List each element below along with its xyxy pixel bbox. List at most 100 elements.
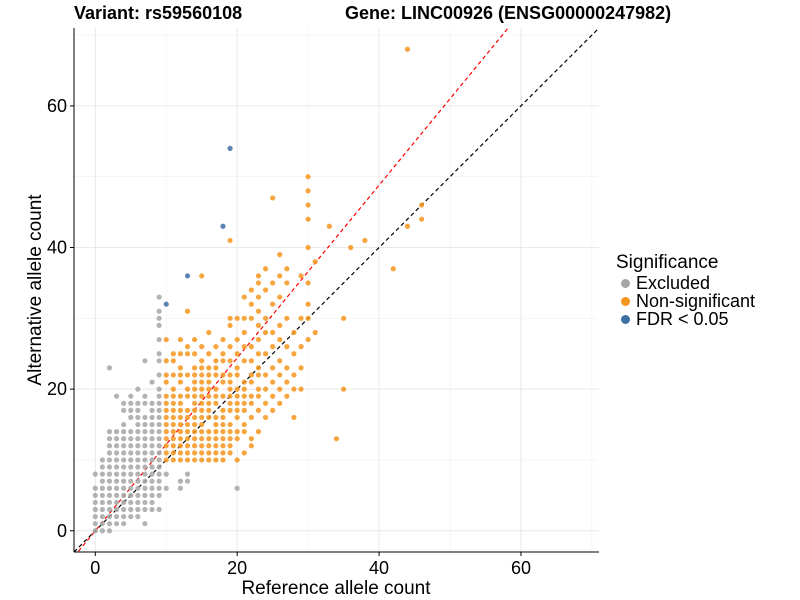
data-point [220, 443, 226, 449]
data-point [142, 443, 148, 449]
data-point [234, 414, 240, 421]
data-point [99, 471, 105, 477]
data-point [206, 400, 212, 406]
data-point [156, 393, 162, 399]
data-point [113, 478, 120, 484]
data-point [163, 400, 169, 406]
data-point [213, 450, 219, 456]
legend-item-fdr: FDR < 0.05 [616, 309, 755, 329]
data-point [248, 414, 254, 421]
data-point [262, 266, 269, 272]
data-point [163, 421, 169, 428]
data-point [206, 443, 212, 449]
data-point [404, 46, 411, 52]
data-point [213, 436, 219, 442]
data-point [262, 315, 269, 321]
data-point [206, 365, 212, 371]
data-point [248, 372, 254, 378]
data-point [192, 421, 198, 428]
data-point [184, 429, 191, 435]
data-point [113, 450, 120, 456]
data-point [199, 386, 205, 392]
data-point [234, 365, 240, 371]
data-point [227, 407, 233, 413]
data-point [227, 379, 233, 385]
data-point [199, 273, 205, 279]
data-point [128, 478, 134, 484]
data-point [192, 372, 198, 378]
data-point [305, 280, 311, 286]
data-point [220, 393, 226, 399]
data-point [262, 287, 269, 293]
data-point [270, 365, 276, 371]
data-point [305, 244, 311, 251]
data-point [156, 407, 162, 413]
data-point [270, 329, 276, 336]
data-point [142, 464, 148, 470]
data-point [177, 407, 184, 413]
data-point [213, 429, 219, 435]
y-tick-label: 60 [47, 96, 67, 116]
data-point [241, 407, 247, 413]
data-point [170, 351, 176, 357]
data-point [277, 358, 283, 364]
data-point [241, 450, 247, 456]
data-point [156, 372, 162, 378]
x-tick-label: 20 [227, 558, 247, 578]
data-point [142, 358, 148, 364]
data-point [92, 492, 98, 498]
data-point [149, 436, 155, 442]
data-point [213, 400, 219, 406]
data-point [255, 372, 262, 378]
data-point [170, 358, 176, 364]
y-tick-label: 20 [47, 379, 67, 399]
data-point [149, 492, 155, 498]
data-point [213, 358, 219, 364]
data-point [255, 351, 262, 357]
data-point [227, 436, 233, 442]
legend-swatch-non-significant [621, 296, 630, 306]
data-point [184, 421, 191, 428]
data-point [92, 528, 98, 534]
data-point [142, 421, 148, 428]
x-tick-label: 60 [511, 558, 531, 578]
data-point [248, 344, 254, 350]
data-point [234, 400, 240, 406]
data-point [135, 421, 141, 428]
data-point [362, 237, 368, 244]
data-point [284, 379, 290, 385]
data-point [206, 372, 212, 378]
data-point [298, 344, 304, 350]
data-point [135, 492, 141, 498]
data-point [135, 386, 141, 392]
y-axis-title: Alternative allele count [25, 194, 46, 386]
data-point [149, 450, 155, 456]
data-point [234, 351, 240, 357]
data-point [156, 414, 162, 421]
data-point [92, 485, 98, 491]
data-point [177, 485, 184, 491]
data-point [106, 429, 113, 435]
data-point [291, 329, 297, 336]
data-point [213, 365, 219, 371]
data-point [234, 407, 240, 413]
data-point [227, 145, 233, 151]
data-point [170, 443, 176, 449]
data-point [128, 414, 134, 421]
data-point [128, 457, 134, 463]
data-point [255, 322, 262, 329]
data-point [220, 379, 226, 385]
data-point [248, 301, 254, 307]
data-point [419, 202, 425, 208]
data-point [312, 259, 318, 265]
data-point [184, 436, 191, 442]
data-point [262, 400, 269, 406]
data-point [262, 329, 269, 336]
data-point [227, 237, 233, 244]
data-point [121, 499, 127, 506]
data-point [156, 485, 162, 491]
data-point [170, 436, 176, 442]
data-point [163, 379, 169, 385]
data-point [113, 393, 120, 399]
data-point [298, 386, 304, 392]
